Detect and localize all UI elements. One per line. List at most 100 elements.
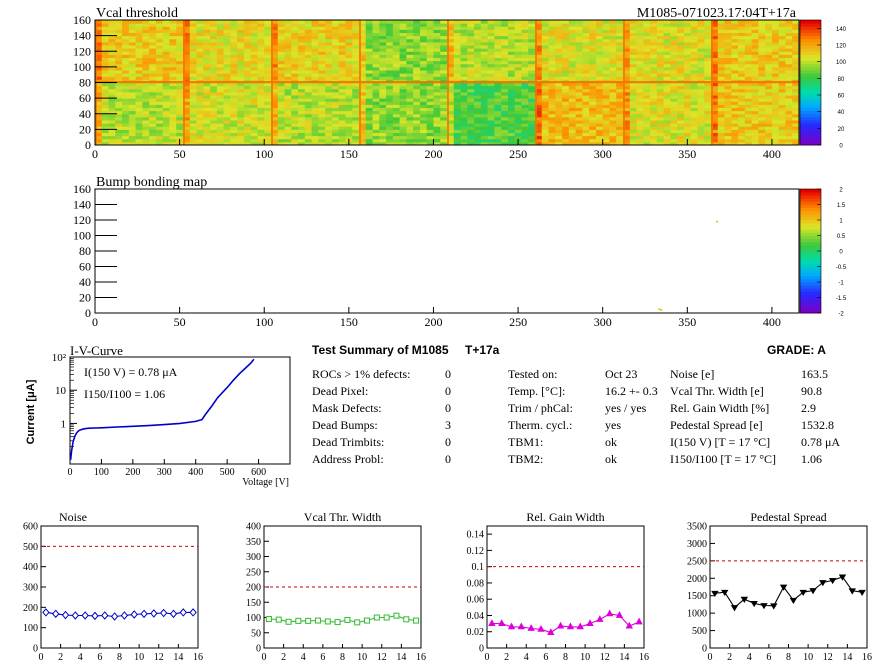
- summary-conditions-column: Tested on: Oct 23 Temp. [°C]: 16.2 +- 0.3 Tr…: [508, 366, 658, 468]
- palette-band: [800, 29, 821, 33]
- summary-label: Address Probl:: [312, 452, 384, 466]
- y-tick-label: 500: [692, 626, 707, 637]
- summary-row: Noise [e] 163.5: [670, 366, 828, 383]
- iv-x-tick-label: 600: [251, 467, 266, 478]
- summary-row: Dead Trimbits: 0: [312, 434, 451, 451]
- data-point: [517, 622, 526, 630]
- palette-band: [800, 201, 821, 205]
- x-tick-label: 6: [543, 652, 548, 663]
- x-tick-label: 14: [619, 652, 629, 663]
- y-tick-label: 140: [73, 29, 91, 43]
- y-tick-label: 20: [79, 291, 91, 305]
- vcal-width-title: Vcal Thr. Width: [304, 510, 381, 524]
- data-point: [819, 580, 827, 587]
- y-tick-label: 0.02: [467, 627, 485, 638]
- summary-value: 16.2 +- 0.3: [605, 384, 658, 398]
- summary-label: Temp. [°C]:: [508, 384, 566, 398]
- summary-value: yes: [605, 418, 621, 432]
- x-tick-label: 400: [763, 147, 781, 161]
- palette-band: [800, 135, 821, 140]
- data-point: [42, 608, 50, 617]
- summary-grade: GRADE: A: [767, 343, 826, 357]
- palette-band: [800, 38, 821, 43]
- summary-temp-label: T+17a: [465, 343, 500, 357]
- y-tick-label: 80: [79, 76, 91, 90]
- palette-band: [800, 210, 821, 215]
- palette-tick-label: 120: [836, 44, 847, 50]
- palette-band: [800, 278, 821, 283]
- palette-band: [800, 85, 821, 90]
- x-tick-label: 2: [504, 652, 509, 663]
- palette-tick-label: 140: [836, 27, 847, 33]
- summary-row: Temp. [°C]: 16.2 +- 0.3: [508, 383, 658, 400]
- data-point: [507, 622, 516, 630]
- palette-band: [800, 269, 821, 274]
- palette-band: [800, 220, 821, 224]
- summary-row: Pedestal Spread [e] 1532.8: [670, 417, 834, 434]
- data-point: [189, 608, 197, 617]
- palette-band: [800, 60, 821, 65]
- iv-y-tick-label: 10: [55, 385, 67, 397]
- gain-width-title: Rel. Gain Width: [526, 510, 604, 524]
- palette-band: [800, 54, 821, 58]
- palette-band: [800, 266, 821, 270]
- palette-band: [800, 251, 821, 255]
- palette-band: [800, 132, 821, 137]
- y-tick-label: 100: [73, 229, 91, 243]
- pedestal-title: Pedestal Spread: [750, 510, 826, 524]
- palette-band: [800, 120, 821, 124]
- data-point: [721, 589, 729, 597]
- palette-band: [800, 235, 821, 239]
- palette-band: [800, 20, 821, 24]
- vcal-title: Vcal threshold: [96, 6, 178, 21]
- summary-row: TBM2: ok: [508, 451, 617, 468]
- y-tick-label: 500: [23, 542, 38, 553]
- y-tick-label: 400: [23, 562, 38, 573]
- summary-label: Mask Defects:: [312, 401, 382, 415]
- iv-x-tick-label: 300: [157, 467, 172, 478]
- y-tick-label: 40: [79, 107, 91, 121]
- data-point: [383, 614, 390, 621]
- data-point: [858, 589, 866, 597]
- x-tick-label: 150: [340, 315, 358, 329]
- palette-tick-label: -2: [838, 312, 844, 318]
- iv-y-tick-label: 1: [61, 418, 67, 430]
- data-point: [403, 616, 410, 623]
- summary-value: 0: [445, 401, 451, 415]
- data-point: [828, 577, 837, 585]
- data-point: [61, 610, 70, 620]
- palette-band: [800, 126, 821, 130]
- iv-curve-line: [69, 358, 255, 460]
- palette-band: [800, 229, 821, 233]
- y-tick-label: 0: [479, 644, 484, 655]
- palette-band: [800, 288, 821, 292]
- palette-band: [800, 303, 821, 308]
- palette-band: [800, 244, 821, 249]
- data-point: [596, 615, 604, 622]
- palette-band: [800, 285, 821, 289]
- iv-annotation-ratio: I150/I100 = 1.06: [84, 387, 165, 401]
- x-tick-label: 0: [92, 147, 98, 161]
- y-tick-label: 0: [256, 644, 261, 655]
- summary-label: Dead Pixel:: [312, 384, 369, 398]
- x-tick-label: 300: [594, 315, 612, 329]
- y-tick-label: 0: [85, 138, 91, 152]
- data-point: [314, 617, 321, 624]
- palette-band: [800, 32, 821, 37]
- summary-value: ok: [605, 435, 617, 449]
- summary-row: TBM1: ok: [508, 434, 617, 451]
- summary-row: Therm. cycl.: yes: [508, 417, 621, 434]
- summary-label: Trim / phCal:: [508, 401, 573, 415]
- x-tick-label: 12: [600, 652, 610, 663]
- data-point: [740, 596, 749, 603]
- x-tick-label: 8: [340, 652, 345, 663]
- x-tick-label: 16: [862, 652, 872, 663]
- bump-bonding-panel: Bump bonding map 0 50 100 150 200 250 300 350 40…: [73, 175, 847, 329]
- data-point: [265, 616, 272, 623]
- y-tick-label: 300: [246, 552, 261, 563]
- palette-band: [800, 207, 821, 212]
- palette-band: [800, 198, 821, 202]
- palette-band: [800, 101, 821, 105]
- palette-band: [800, 282, 821, 286]
